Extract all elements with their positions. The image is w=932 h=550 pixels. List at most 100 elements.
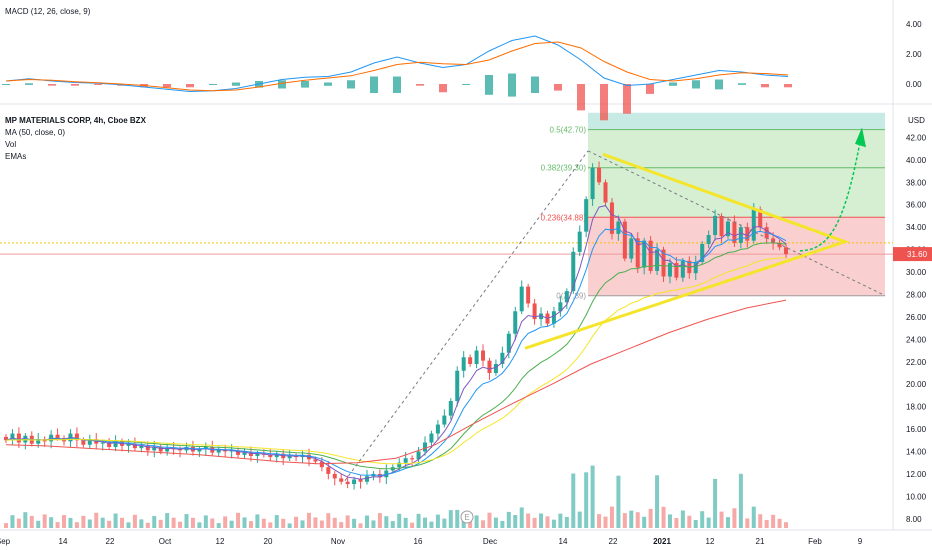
macd-histogram-bar — [416, 84, 424, 86]
volume-bar — [455, 509, 460, 528]
macd-indicator-label[interactable]: MACD (12, 26, close, 9) — [5, 7, 91, 16]
price-axis-tick: 12.00 — [906, 470, 927, 479]
volume-bar — [274, 515, 279, 528]
candle-body — [706, 235, 711, 244]
candle-body — [145, 445, 150, 451]
candle-body — [532, 303, 537, 320]
candle-body — [152, 447, 157, 451]
volume-bar — [603, 516, 608, 528]
price-axis-tick: 28.00 — [906, 290, 927, 299]
volume-bar — [526, 513, 531, 528]
volume-bar — [429, 521, 434, 528]
candle-body — [590, 167, 595, 200]
volume-bar — [294, 516, 299, 528]
projection-arrow-head — [855, 127, 866, 148]
volume-bar — [609, 506, 614, 528]
candle-body — [132, 443, 137, 449]
volume-bar — [236, 512, 241, 528]
time-axis-tick: Dec — [483, 537, 497, 546]
volume-bar — [571, 473, 576, 528]
last-price-badge — [893, 247, 932, 262]
volume-bar — [184, 514, 189, 528]
candle-body — [584, 199, 589, 232]
candle-body — [16, 433, 21, 443]
volume-bar — [558, 513, 563, 528]
macd-histogram-bar — [347, 80, 355, 89]
dashed-trend-down — [587, 150, 886, 297]
volume-bar — [29, 515, 34, 528]
volume-bar — [751, 506, 756, 528]
candle-body — [126, 443, 131, 446]
volume-bar — [120, 517, 125, 528]
emas-indicator-label[interactable]: EMAs — [5, 152, 27, 161]
candle-body — [571, 251, 576, 292]
volume-bar — [229, 520, 234, 528]
candle-body — [287, 455, 292, 459]
volume-bar — [358, 523, 363, 528]
fib-zone-green — [588, 129, 885, 218]
candle-body — [216, 449, 221, 453]
macd-histogram-bar — [439, 84, 447, 93]
volume-bar — [165, 513, 170, 528]
candle-body — [635, 238, 640, 268]
volume-bar — [403, 517, 408, 528]
macd-histogram-bar — [600, 84, 608, 121]
candle-body — [758, 209, 763, 228]
candle-body — [680, 260, 685, 278]
macd-signal-line — [5, 41, 789, 92]
price-axis-tick: 14.00 — [906, 447, 927, 456]
volume-bar — [377, 513, 382, 528]
candle-body — [667, 263, 672, 277]
ma-50-line — [5, 299, 787, 465]
volume-bar — [745, 518, 750, 528]
volume-bar — [635, 512, 640, 528]
price-axis-tick: 40.00 — [906, 156, 927, 165]
candle-body — [564, 291, 569, 303]
volume-bar — [126, 522, 131, 528]
volume-bar — [255, 514, 260, 528]
volume-bar — [132, 514, 137, 528]
volume-indicator-label[interactable]: Vol — [5, 140, 17, 149]
candle-body — [423, 442, 428, 452]
candle-body — [745, 227, 750, 241]
fib-level-label: 0.382(39.30) — [541, 164, 587, 173]
price-axis-tick: 8.00 — [906, 515, 922, 524]
volume-bar — [584, 472, 589, 528]
candle-body — [551, 311, 556, 324]
candle-body — [500, 352, 505, 364]
volume-bar — [590, 465, 595, 528]
candle-body — [10, 433, 15, 441]
macd-histogram-bar — [623, 84, 631, 114]
ema-9-line — [5, 227, 787, 476]
candle-body — [629, 238, 634, 259]
volume-bar — [352, 518, 357, 528]
candle-body — [732, 221, 737, 243]
volume-bar — [345, 515, 350, 528]
price-axis-tick: 38.00 — [906, 178, 927, 187]
candle-body — [139, 445, 144, 449]
macd-histogram-bar — [48, 84, 56, 86]
ema-fast-line — [5, 205, 787, 480]
candle-body — [725, 221, 730, 237]
macd-histogram-bar — [94, 84, 102, 85]
volume-bar — [539, 513, 544, 528]
volume-bar — [461, 518, 466, 528]
candle-body — [313, 459, 318, 462]
price-axis-tick: 10.00 — [906, 492, 927, 501]
candle-body — [113, 441, 118, 447]
volume-bar — [384, 516, 389, 528]
candle-body — [165, 448, 170, 452]
volume-bar — [319, 520, 324, 528]
macd-histogram-bar — [25, 83, 33, 85]
candle-body — [493, 364, 498, 373]
volume-bar — [738, 473, 743, 528]
price-axis-tick: 16.00 — [906, 425, 927, 434]
volume-bar — [326, 513, 331, 528]
fib-level-label: 0(27.89) — [556, 292, 586, 301]
volume-bar — [732, 508, 737, 528]
ma-indicator-label[interactable]: MA (50, close, 0) — [5, 128, 66, 137]
volume-bar — [519, 507, 524, 528]
candle-body — [274, 453, 279, 458]
volume-bar — [4, 523, 8, 528]
